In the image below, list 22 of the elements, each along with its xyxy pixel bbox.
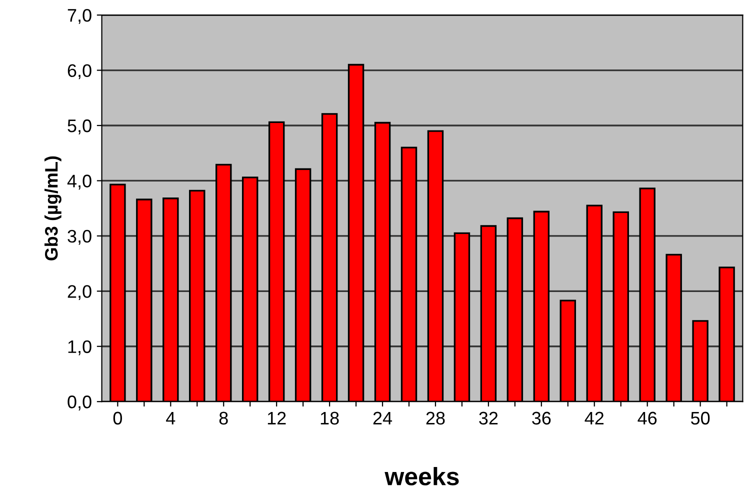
y-tick-label: 2,0 [68,285,92,300]
y-tick-label: 6,0 [68,64,92,80]
y-tick-label: 7,0 [68,8,92,24]
x-tick-label: 12 [268,412,286,424]
y-tick-label: 5,0 [68,119,92,134]
y-tick-label: 1,0 [68,340,92,356]
y-tick-label: 4,0 [67,174,92,190]
x-tick-label: 4 [166,412,176,424]
x-tick-label: 46 [638,412,657,425]
x-tick-label: 36 [532,412,551,425]
x-tick-label: 32 [479,412,498,425]
y-tick-label: 3,0 [68,230,92,245]
y-tick-label: 0,0 [68,396,92,410]
x-tick-label: 42 [584,412,604,424]
x-tick-label: 8 [219,412,228,425]
x-tick-label: 0 [113,412,122,425]
x-tick-label: 28 [426,412,445,425]
x-tick-label: 24 [373,412,392,424]
x-tick-label: 50 [691,412,710,425]
x-axis-title: weeks [384,467,459,486]
y-axis-title: Gb3 (µg/mL) [44,156,62,260]
x-tick-label: 18 [320,412,339,425]
